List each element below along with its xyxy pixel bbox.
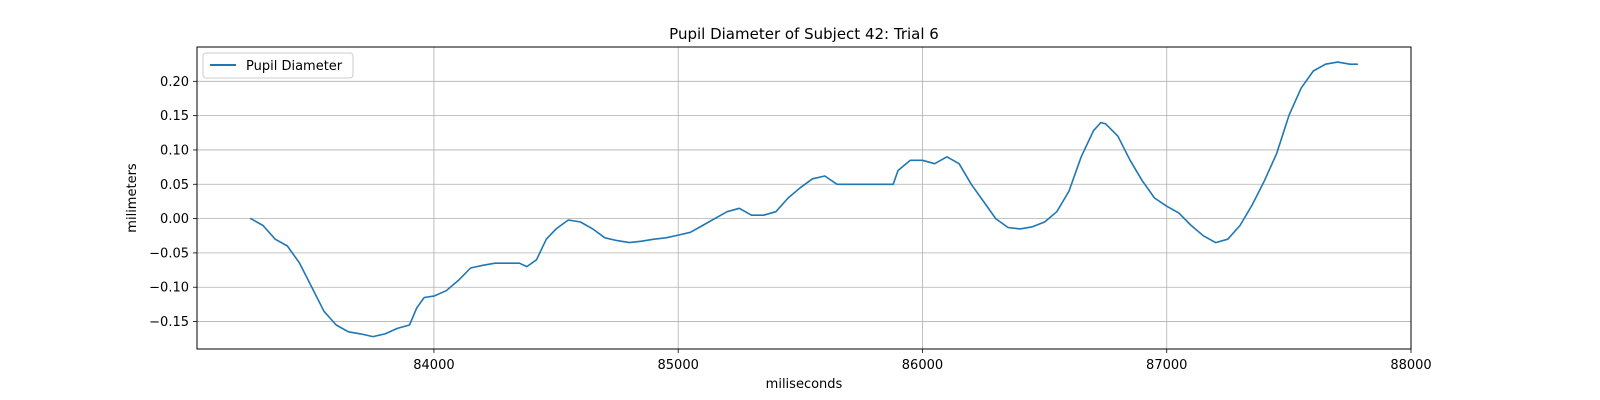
legend: Pupil Diameter <box>202 52 354 79</box>
y-tick-label: −0.05 <box>149 246 189 261</box>
x-tick-label: 88000 <box>1390 358 1431 373</box>
axes-frame <box>196 46 1412 350</box>
x-tick-label: 87000 <box>1146 358 1187 373</box>
plot-area <box>249 61 1359 338</box>
y-tick-label: 0.05 <box>160 178 189 193</box>
x-tick-label: 84000 <box>413 358 454 373</box>
series-line-pupil-diameter <box>249 61 1359 338</box>
legend-label: Pupil Diameter <box>246 59 343 74</box>
chart-title: Pupil Diameter of Subject 42: Trial 6 <box>669 25 939 43</box>
y-tick-label: 0.20 <box>160 75 189 90</box>
x-axis: 84000 85000 86000 87000 88000 <box>413 349 1432 373</box>
legend-box <box>202 52 354 79</box>
y-tick-label: 0.10 <box>160 143 189 158</box>
y-axis: −0.15 −0.10 −0.05 0.00 0.05 0.10 0.15 0.20 <box>149 75 197 330</box>
y-tick-label: −0.15 <box>149 315 189 330</box>
x-axis-label: miliseconds <box>766 377 843 392</box>
grid <box>197 47 1412 349</box>
y-axis-label: milimeters <box>125 163 140 233</box>
y-tick-label: 0.15 <box>160 109 189 124</box>
x-tick-label: 85000 <box>658 358 699 373</box>
x-tick-label: 86000 <box>902 358 943 373</box>
y-tick-label: −0.10 <box>149 281 189 296</box>
y-tick-label: 0.00 <box>160 212 189 227</box>
